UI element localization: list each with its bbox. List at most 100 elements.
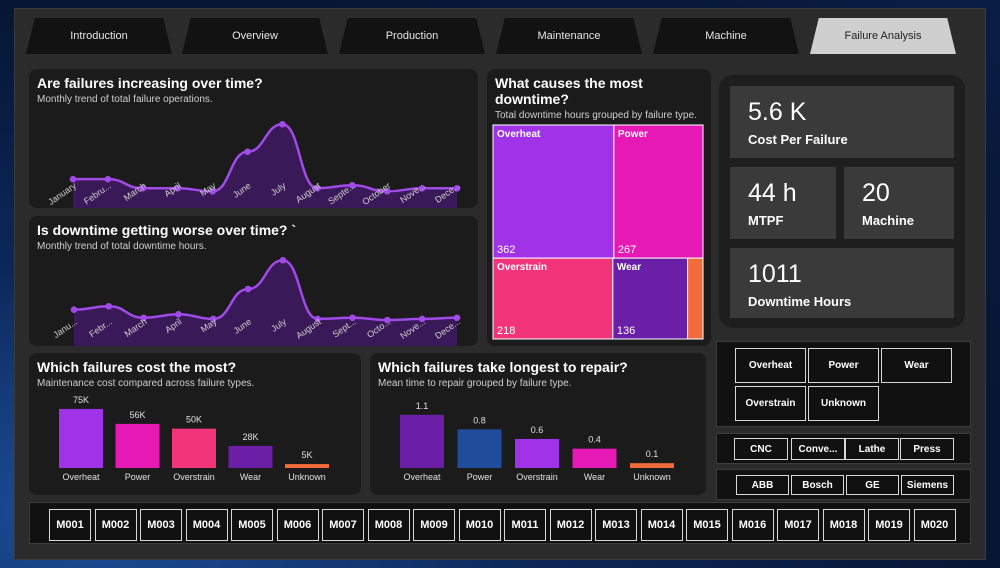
- slicer-machine-m005[interactable]: M005: [231, 509, 273, 541]
- failures-trend-chart: January Febru... March April May June July Augu…: [46, 120, 462, 208]
- kpi-panel: 5.6 K Cost Per Failure 44 h MTPF 20 Mach…: [719, 75, 965, 328]
- slicer-machine-m002[interactable]: M002: [94, 509, 137, 541]
- repair-bar-chart: 1.1 Overheat 0.8 Power 0.6 Overstrain 0.4 Wear 0…: [400, 401, 674, 482]
- treemap-subtitle: Total downtime hours grouped by failure …: [495, 110, 697, 121]
- bar: [630, 463, 674, 468]
- slicer-machine-m017[interactable]: M017: [777, 509, 819, 541]
- trend-point: [453, 314, 461, 322]
- slicer-machine-m006[interactable]: M006: [276, 509, 319, 541]
- slicer-brand-bosch[interactable]: Bosch: [791, 475, 844, 495]
- slicer-failure-overstrain[interactable]: Overstrain: [735, 386, 806, 421]
- failure-type-slicer: Overheat Power Wear Overstrain Unknown: [716, 341, 971, 427]
- kpi-mtpf-label: MTPF: [748, 213, 784, 228]
- slicer-machine-m012[interactable]: M012: [549, 509, 592, 541]
- repair-chart-panel: Which failures take longest to repair? M…: [370, 353, 706, 495]
- slicer-machine-m019[interactable]: M019: [868, 509, 910, 541]
- trend-point: [69, 175, 77, 183]
- failures-trend-panel: Are failures increasing over time? Month…: [29, 69, 478, 208]
- bar: [172, 428, 216, 468]
- treemap-tile: [612, 257, 689, 340]
- trend-point: [139, 185, 147, 192]
- trend-point: [279, 120, 286, 128]
- slicer-machine-m003[interactable]: M003: [140, 509, 182, 541]
- bar-data-label: 1.1: [416, 401, 429, 411]
- slicer-machine-m009[interactable]: M009: [413, 509, 455, 541]
- failures-trend-title: Are failures increasing over time?: [37, 75, 263, 91]
- bar: [228, 445, 273, 468]
- bar: [59, 408, 103, 468]
- bar-category-label: Unknown: [288, 472, 326, 482]
- bar: [515, 439, 559, 468]
- bar: [457, 429, 502, 468]
- downtime-trend-chart: Janu... Febr... March April May June July Augus…: [51, 256, 462, 346]
- bar-data-label: 50K: [186, 415, 202, 425]
- trend-point: [104, 175, 112, 183]
- slicer-machine-m014[interactable]: M014: [640, 509, 683, 541]
- bar-data-label: 0.8: [473, 415, 486, 425]
- bar-data-label: 28K: [242, 432, 258, 442]
- tab-failure-analysis[interactable]: Failure Analysis: [810, 18, 956, 54]
- treemap-panel: What causes the most downtime? Total dow…: [487, 69, 711, 346]
- cost-bar-chart: 75K Overheat 56K Power 50K Overstrain 28K Wear 5…: [59, 395, 329, 482]
- slicer-failure-power[interactable]: Power: [808, 348, 879, 383]
- treemap-tile-label: Power: [618, 129, 648, 140]
- bar-category-label: Overstrain: [516, 472, 558, 482]
- tab-maintenance[interactable]: Maintenance: [496, 18, 642, 54]
- slicer-machine-m011[interactable]: M011: [504, 509, 546, 541]
- slicer-type-lathe[interactable]: Lathe: [845, 438, 899, 460]
- slicer-machine-m010[interactable]: M010: [458, 509, 501, 541]
- trend-point: [244, 285, 252, 293]
- slicer-brand-siemens[interactable]: Siemens: [901, 475, 954, 495]
- trend-point: [279, 256, 287, 264]
- machine-type-slicer: CNC Conve... Lathe Press: [716, 433, 971, 464]
- slicer-machine-m018[interactable]: M018: [822, 509, 865, 541]
- failures-trend-subtitle: Monthly trend of total failure operation…: [37, 94, 213, 105]
- slicer-machine-m004[interactable]: M004: [185, 509, 228, 541]
- trend-point: [418, 185, 426, 192]
- slicer-brand-ge[interactable]: GE: [846, 475, 899, 495]
- slicer-machine-m015[interactable]: M015: [686, 509, 728, 541]
- slicer-machine-m013[interactable]: M013: [595, 509, 637, 541]
- slicer-type-press[interactable]: Press: [900, 438, 954, 460]
- tab-overview[interactable]: Overview: [182, 18, 328, 54]
- trend-point: [70, 306, 78, 313]
- brand-slicer: ABB Bosch GE Siemens: [716, 469, 971, 500]
- kpi-machine: 20 Machine: [844, 167, 954, 239]
- trend-point: [105, 302, 113, 310]
- tab-introduction[interactable]: Introduction: [26, 18, 172, 54]
- slicer-machine-m007[interactable]: M007: [322, 509, 364, 541]
- slicer-type-cnc[interactable]: CNC: [734, 438, 788, 460]
- slicer-machine-m016[interactable]: M016: [731, 509, 774, 541]
- trend-point: [418, 315, 426, 323]
- cost-chart-subtitle: Maintenance cost compared across failure…: [37, 378, 255, 389]
- trend-point: [174, 185, 182, 192]
- treemap-tile-label: Wear: [617, 262, 641, 273]
- kpi-mtpf: 44 h MTPF: [730, 167, 836, 239]
- slicer-type-conveyor[interactable]: Conve...: [791, 438, 845, 460]
- slicer-machine-m020[interactable]: M020: [913, 509, 956, 541]
- trend-point: [209, 188, 216, 195]
- downtime-trend-title: Is downtime getting worse over time? `: [37, 222, 297, 238]
- slicer-machine-m008[interactable]: M008: [367, 509, 410, 541]
- repair-chart-title: Which failures take longest to repair?: [378, 359, 628, 375]
- bar-data-label: 75K: [73, 395, 89, 405]
- slicer-failure-unknown[interactable]: Unknown: [808, 386, 879, 421]
- tab-production[interactable]: Production: [339, 18, 485, 54]
- treemap-tile-value: 218: [497, 325, 515, 337]
- kpi-downtime-value: 1011: [748, 260, 802, 288]
- slicer-failure-overheat[interactable]: Overheat: [735, 348, 806, 383]
- slicer-machine-m001[interactable]: M001: [49, 509, 91, 541]
- slicer-failure-wear[interactable]: Wear: [881, 348, 952, 383]
- slicer-brand-abb[interactable]: ABB: [736, 475, 789, 495]
- treemap-tile-value: 136: [617, 325, 635, 337]
- kpi-downtime-label: Downtime Hours: [748, 294, 852, 309]
- bar-data-label: 0.1: [646, 449, 659, 459]
- trend-point: [209, 315, 217, 323]
- kpi-downtime: 1011 Downtime Hours: [730, 248, 954, 318]
- downtime-trend-panel: Is downtime getting worse over time? ` M…: [29, 216, 478, 346]
- bar-category-label: Overstrain: [173, 472, 215, 482]
- treemap-tile: [492, 124, 615, 259]
- tab-machine[interactable]: Machine: [653, 18, 799, 54]
- trend-point: [140, 314, 147, 322]
- treemap-chart: Overheat 362 Power 267 Overstrain 218 Wear 136: [492, 124, 704, 340]
